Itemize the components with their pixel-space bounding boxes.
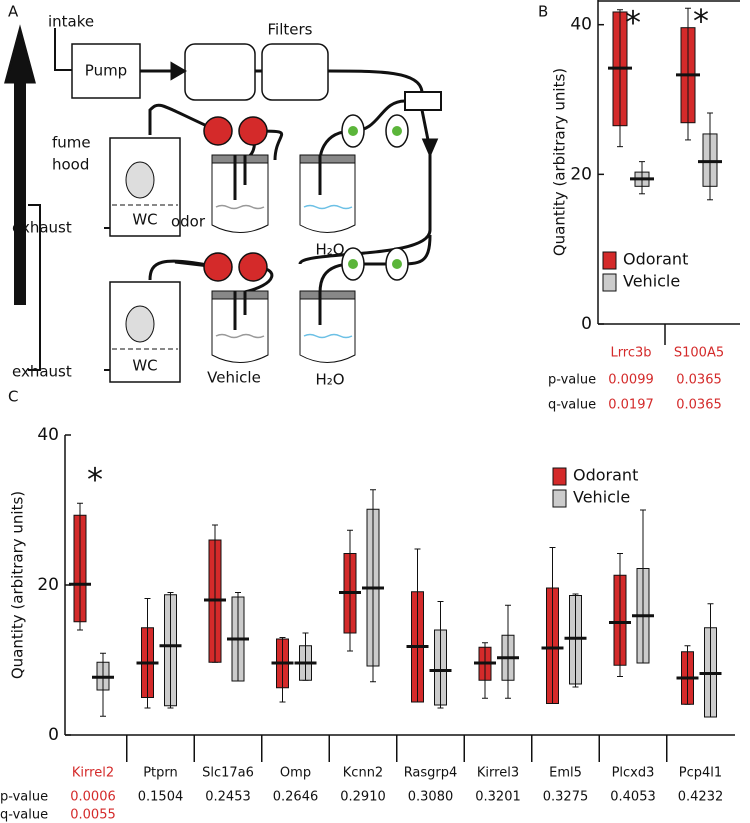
check-ball: [392, 259, 402, 269]
bracket: [28, 204, 41, 371]
check-ball: [348, 126, 358, 136]
x-tick-label: Plcxd3: [612, 766, 655, 781]
label: Filters: [268, 21, 313, 39]
label: hood: [52, 156, 89, 174]
p-value: 0.0099: [608, 373, 654, 388]
x-tick-label: S100A5: [674, 346, 724, 361]
x-tick-label: Ptprn: [143, 766, 178, 781]
check-ball: [348, 259, 358, 269]
p-value: 0.3275: [543, 790, 589, 805]
p-value: 0.3080: [408, 790, 454, 805]
p-value: 0.1504: [138, 790, 184, 805]
q-value: 0.0055: [70, 808, 116, 823]
p-value: 0.0006: [70, 790, 116, 805]
legend-label: Vehicle: [573, 488, 630, 507]
q-value: 0.0197: [608, 398, 654, 413]
label: exhaust: [12, 363, 72, 381]
x-tick-label: Kirrel2: [72, 766, 114, 781]
x-tick-label: Omp: [280, 766, 311, 781]
p-value: 0.2646: [273, 790, 319, 805]
label: intake: [48, 13, 94, 31]
y-tick-label: 20: [37, 575, 59, 595]
x-tick-label: Slc17a6: [202, 766, 254, 781]
y-tick-label: 0: [48, 725, 59, 745]
panel-label: C: [8, 388, 18, 406]
vial: [211, 159, 356, 363]
pump-valve: [203, 116, 233, 146]
legend-label: Odorant: [573, 466, 638, 485]
pipe: [148, 259, 219, 281]
q-value: 0.0365: [676, 398, 722, 413]
p-value: 0.4232: [678, 790, 724, 805]
label: odor: [171, 213, 206, 231]
legend-label: Odorant: [623, 250, 688, 269]
p-label: p-value: [0, 790, 48, 805]
legend-swatch: [602, 251, 617, 270]
pipe: [255, 69, 424, 93]
x-tick-label: Kcnn2: [343, 766, 383, 781]
x-tick-label: Lrrc3b: [610, 346, 651, 361]
p-value: 0.2910: [340, 790, 386, 805]
pump-valve: [238, 116, 268, 146]
p-value: 0.4053: [610, 790, 656, 805]
p-value: 0.3201: [475, 790, 521, 805]
p-value: 0.0365: [676, 373, 722, 388]
intake-line: [54, 28, 72, 71]
label: H₂O: [315, 371, 344, 389]
significance: *: [693, 2, 709, 40]
q-label: q-value: [548, 398, 596, 413]
exhaust-line: [104, 227, 110, 371]
legend-swatch: [602, 273, 617, 292]
y-axis-label: Quantity (arbitrary units): [551, 68, 569, 256]
liquid: [215, 204, 265, 339]
label: H₂O: [315, 241, 344, 259]
significance: *: [87, 460, 103, 498]
vial-cap: [211, 154, 356, 300]
legend-swatch: [552, 467, 567, 486]
pipe: [298, 109, 432, 265]
x-tick-label: Pcp4l1: [679, 766, 722, 781]
y-tick-label: 40: [570, 15, 592, 35]
chamber: [109, 281, 181, 383]
y-tick-label: 20: [570, 164, 592, 184]
x-tick-label: Kirrel3: [477, 766, 519, 781]
legend-swatch: [552, 489, 567, 508]
pipe: [318, 234, 432, 294]
valve: [404, 91, 442, 111]
significance: *: [625, 4, 641, 42]
y-tick-label: 40: [37, 425, 59, 445]
diagram: [4, 24, 442, 383]
legend-label: Vehicle: [623, 272, 680, 291]
p-label: p-value: [548, 373, 596, 388]
q-label: q-value: [0, 808, 48, 823]
y-axis-label: Quantity (arbitrary units): [9, 491, 27, 679]
liquid: [303, 204, 353, 339]
label: WC: [132, 211, 157, 229]
label: Pump: [85, 62, 127, 80]
arrowhead: [170, 61, 187, 81]
pump-valve: [203, 252, 233, 282]
arrowhead: [421, 138, 439, 158]
panel-label: B: [538, 3, 548, 21]
chamber: [109, 137, 181, 237]
label: Vehicle: [207, 369, 261, 387]
p-value: 0.2453: [205, 790, 251, 805]
y-tick-label: 0: [581, 314, 592, 334]
tube: [233, 155, 322, 330]
chamber-floor: [112, 204, 178, 350]
mouse: [125, 305, 155, 343]
label: WC: [132, 357, 157, 375]
label: exhaust: [12, 219, 72, 237]
airflow-arrowhead: [4, 24, 36, 84]
pump-valve: [238, 252, 268, 282]
mouse: [125, 161, 155, 199]
label: fume: [52, 134, 91, 152]
panel-label: A: [8, 3, 19, 21]
x-tick-label: Eml5: [549, 766, 582, 781]
filter: [184, 43, 256, 101]
x-tick-label: Rasgrp4: [404, 766, 458, 781]
check-ball: [392, 126, 402, 136]
filter: [261, 43, 329, 101]
